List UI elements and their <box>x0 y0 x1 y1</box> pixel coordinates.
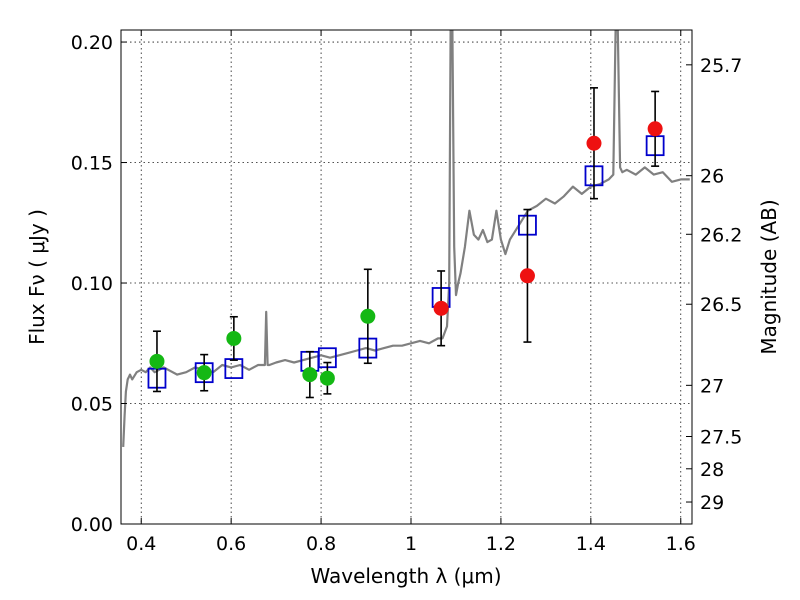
data-point <box>647 121 663 137</box>
right-tick-label: 26.5 <box>700 294 742 316</box>
x-tick-label: 1 <box>405 533 417 555</box>
right-tick-label: 28 <box>700 459 724 481</box>
right-tick-label: 26.2 <box>700 224 742 246</box>
y-tick-label: 0.05 <box>71 394 113 416</box>
data-point <box>196 365 212 381</box>
x-tick-label: 1.2 <box>486 533 516 555</box>
y-tick-label: 0.15 <box>71 153 113 175</box>
x-tick-label: 0.4 <box>126 533 156 555</box>
data-point <box>586 135 602 151</box>
points-layer <box>147 87 665 399</box>
right-tick-label: 25.7 <box>700 55 742 77</box>
data-point <box>149 353 165 369</box>
right-tick-label: 27.5 <box>700 427 742 449</box>
y-axis-label: Flux Fν ( μJy ) <box>25 209 49 345</box>
model-square <box>224 358 244 379</box>
spectrum-line <box>122 30 690 447</box>
y-tick-label: 0.00 <box>71 514 113 536</box>
data-point <box>433 300 449 316</box>
x-tick-label: 0.6 <box>216 533 246 555</box>
data-point <box>519 268 535 284</box>
y-tick-label: 0.10 <box>71 273 113 295</box>
plot-frame <box>120 29 693 525</box>
data-point <box>360 308 376 324</box>
x-axis-label: Wavelength λ (μm) <box>310 564 501 588</box>
grid <box>121 30 692 524</box>
x-tick-label: 0.8 <box>306 533 336 555</box>
right-tick-label: 27 <box>700 375 724 397</box>
right-tick-label: 29 <box>700 492 724 514</box>
right-axis-label: Magnitude (AB) <box>757 199 781 354</box>
right-tick-label: 26 <box>700 166 724 188</box>
x-tick-label: 1.4 <box>576 533 606 555</box>
y-tick-label: 0.20 <box>71 32 113 54</box>
x-tick-label: 1.6 <box>666 533 696 555</box>
y-axis: 0.00 0.05 0.10 0.15 0.20 <box>71 32 127 536</box>
x-axis: 0.4 0.6 0.8 1 1.2 1.4 1.6 <box>126 30 696 555</box>
spectrum-layer <box>122 30 690 447</box>
right-axis: 25.7 26 26.2 26.5 27 27.5 28 29 <box>686 55 742 514</box>
data-point <box>319 370 335 386</box>
data-point <box>226 330 242 346</box>
data-point <box>302 367 318 383</box>
